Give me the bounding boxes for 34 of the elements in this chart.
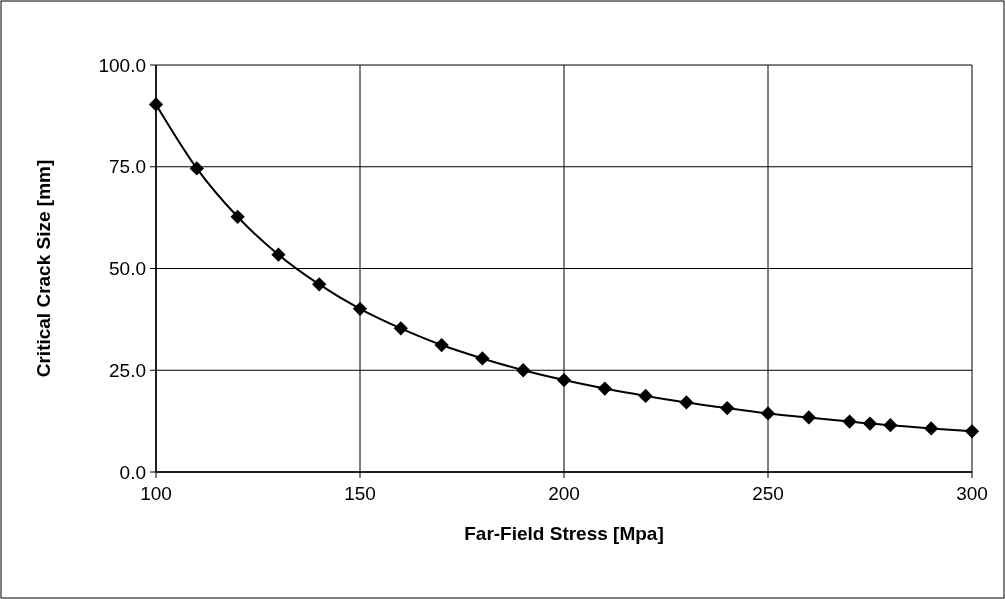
- point: [148, 97, 164, 112]
- point: [862, 416, 878, 431]
- point: [230, 209, 245, 224]
- point: [556, 372, 572, 388]
- x-tick-label: 300: [956, 483, 988, 504]
- y-axis-title: Critical Crack Size [mm]: [33, 159, 54, 378]
- y-tick-label: 25.0: [109, 359, 146, 381]
- point: [964, 424, 980, 439]
- point: [352, 301, 368, 316]
- y-tick-label: 0.0: [119, 461, 146, 483]
- point: [271, 247, 286, 262]
- point: [393, 321, 408, 336]
- x-tick-label: 150: [344, 483, 376, 504]
- point: [189, 161, 204, 176]
- x-tick-label: 200: [548, 483, 580, 504]
- point: [312, 277, 327, 292]
- y-tick-label: 100.0: [98, 54, 146, 76]
- point: [638, 388, 653, 404]
- point: [842, 414, 857, 429]
- y-tick-label: 50.0: [109, 258, 146, 280]
- x-tick-label: 250: [752, 483, 784, 504]
- x-axis-title: Far-Field Stress [Mpa]: [464, 523, 664, 544]
- y-tick-label: 75.0: [109, 156, 146, 178]
- point: [720, 400, 735, 416]
- point: [597, 381, 612, 396]
- point: [679, 395, 694, 410]
- x-tick-label: 100: [140, 483, 172, 504]
- point: [801, 410, 816, 425]
- point: [475, 351, 490, 366]
- point: [924, 421, 939, 436]
- point: [516, 363, 531, 378]
- point: [883, 418, 898, 433]
- point: [434, 337, 449, 353]
- point: [760, 406, 776, 421]
